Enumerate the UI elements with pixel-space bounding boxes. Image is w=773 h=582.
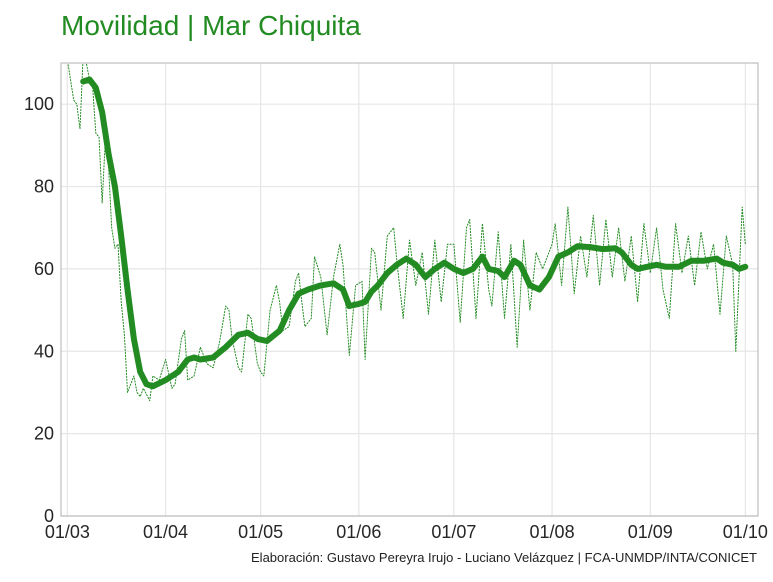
chart-caption: Elaboración: Gustavo Pereyra Irujo - Luc… — [251, 550, 757, 565]
x-tick-label: 01/08 — [530, 522, 575, 542]
y-tick-label: 0 — [44, 506, 54, 526]
tick-labels: 01/03 01/04 01/05 01/06 01/07 01/08 01/09 01/10… — [24, 94, 768, 542]
series-lines — [67, 63, 749, 402]
y-tick-label: 80 — [34, 177, 54, 197]
smoothed-series-line — [80, 76, 749, 390]
chart-title: Movilidad | Mar Chiquita — [61, 10, 361, 41]
x-tick-label: 01/07 — [431, 522, 476, 542]
x-tick-label: 01/10 — [723, 522, 768, 542]
y-tick-label: 100 — [24, 94, 54, 114]
grid-lines — [61, 63, 758, 517]
y-tick-label: 20 — [34, 424, 54, 444]
x-tick-label: 01/05 — [238, 522, 283, 542]
x-tick-label: 01/04 — [143, 522, 188, 542]
x-tick-label: 01/06 — [336, 522, 381, 542]
daily-series-line — [67, 63, 746, 402]
y-tick-label: 60 — [34, 259, 54, 279]
x-tick-label: 01/03 — [45, 522, 90, 542]
x-tick-label: 01/09 — [628, 522, 673, 542]
y-tick-label: 40 — [34, 341, 54, 361]
plot-frame — [60, 62, 759, 517]
